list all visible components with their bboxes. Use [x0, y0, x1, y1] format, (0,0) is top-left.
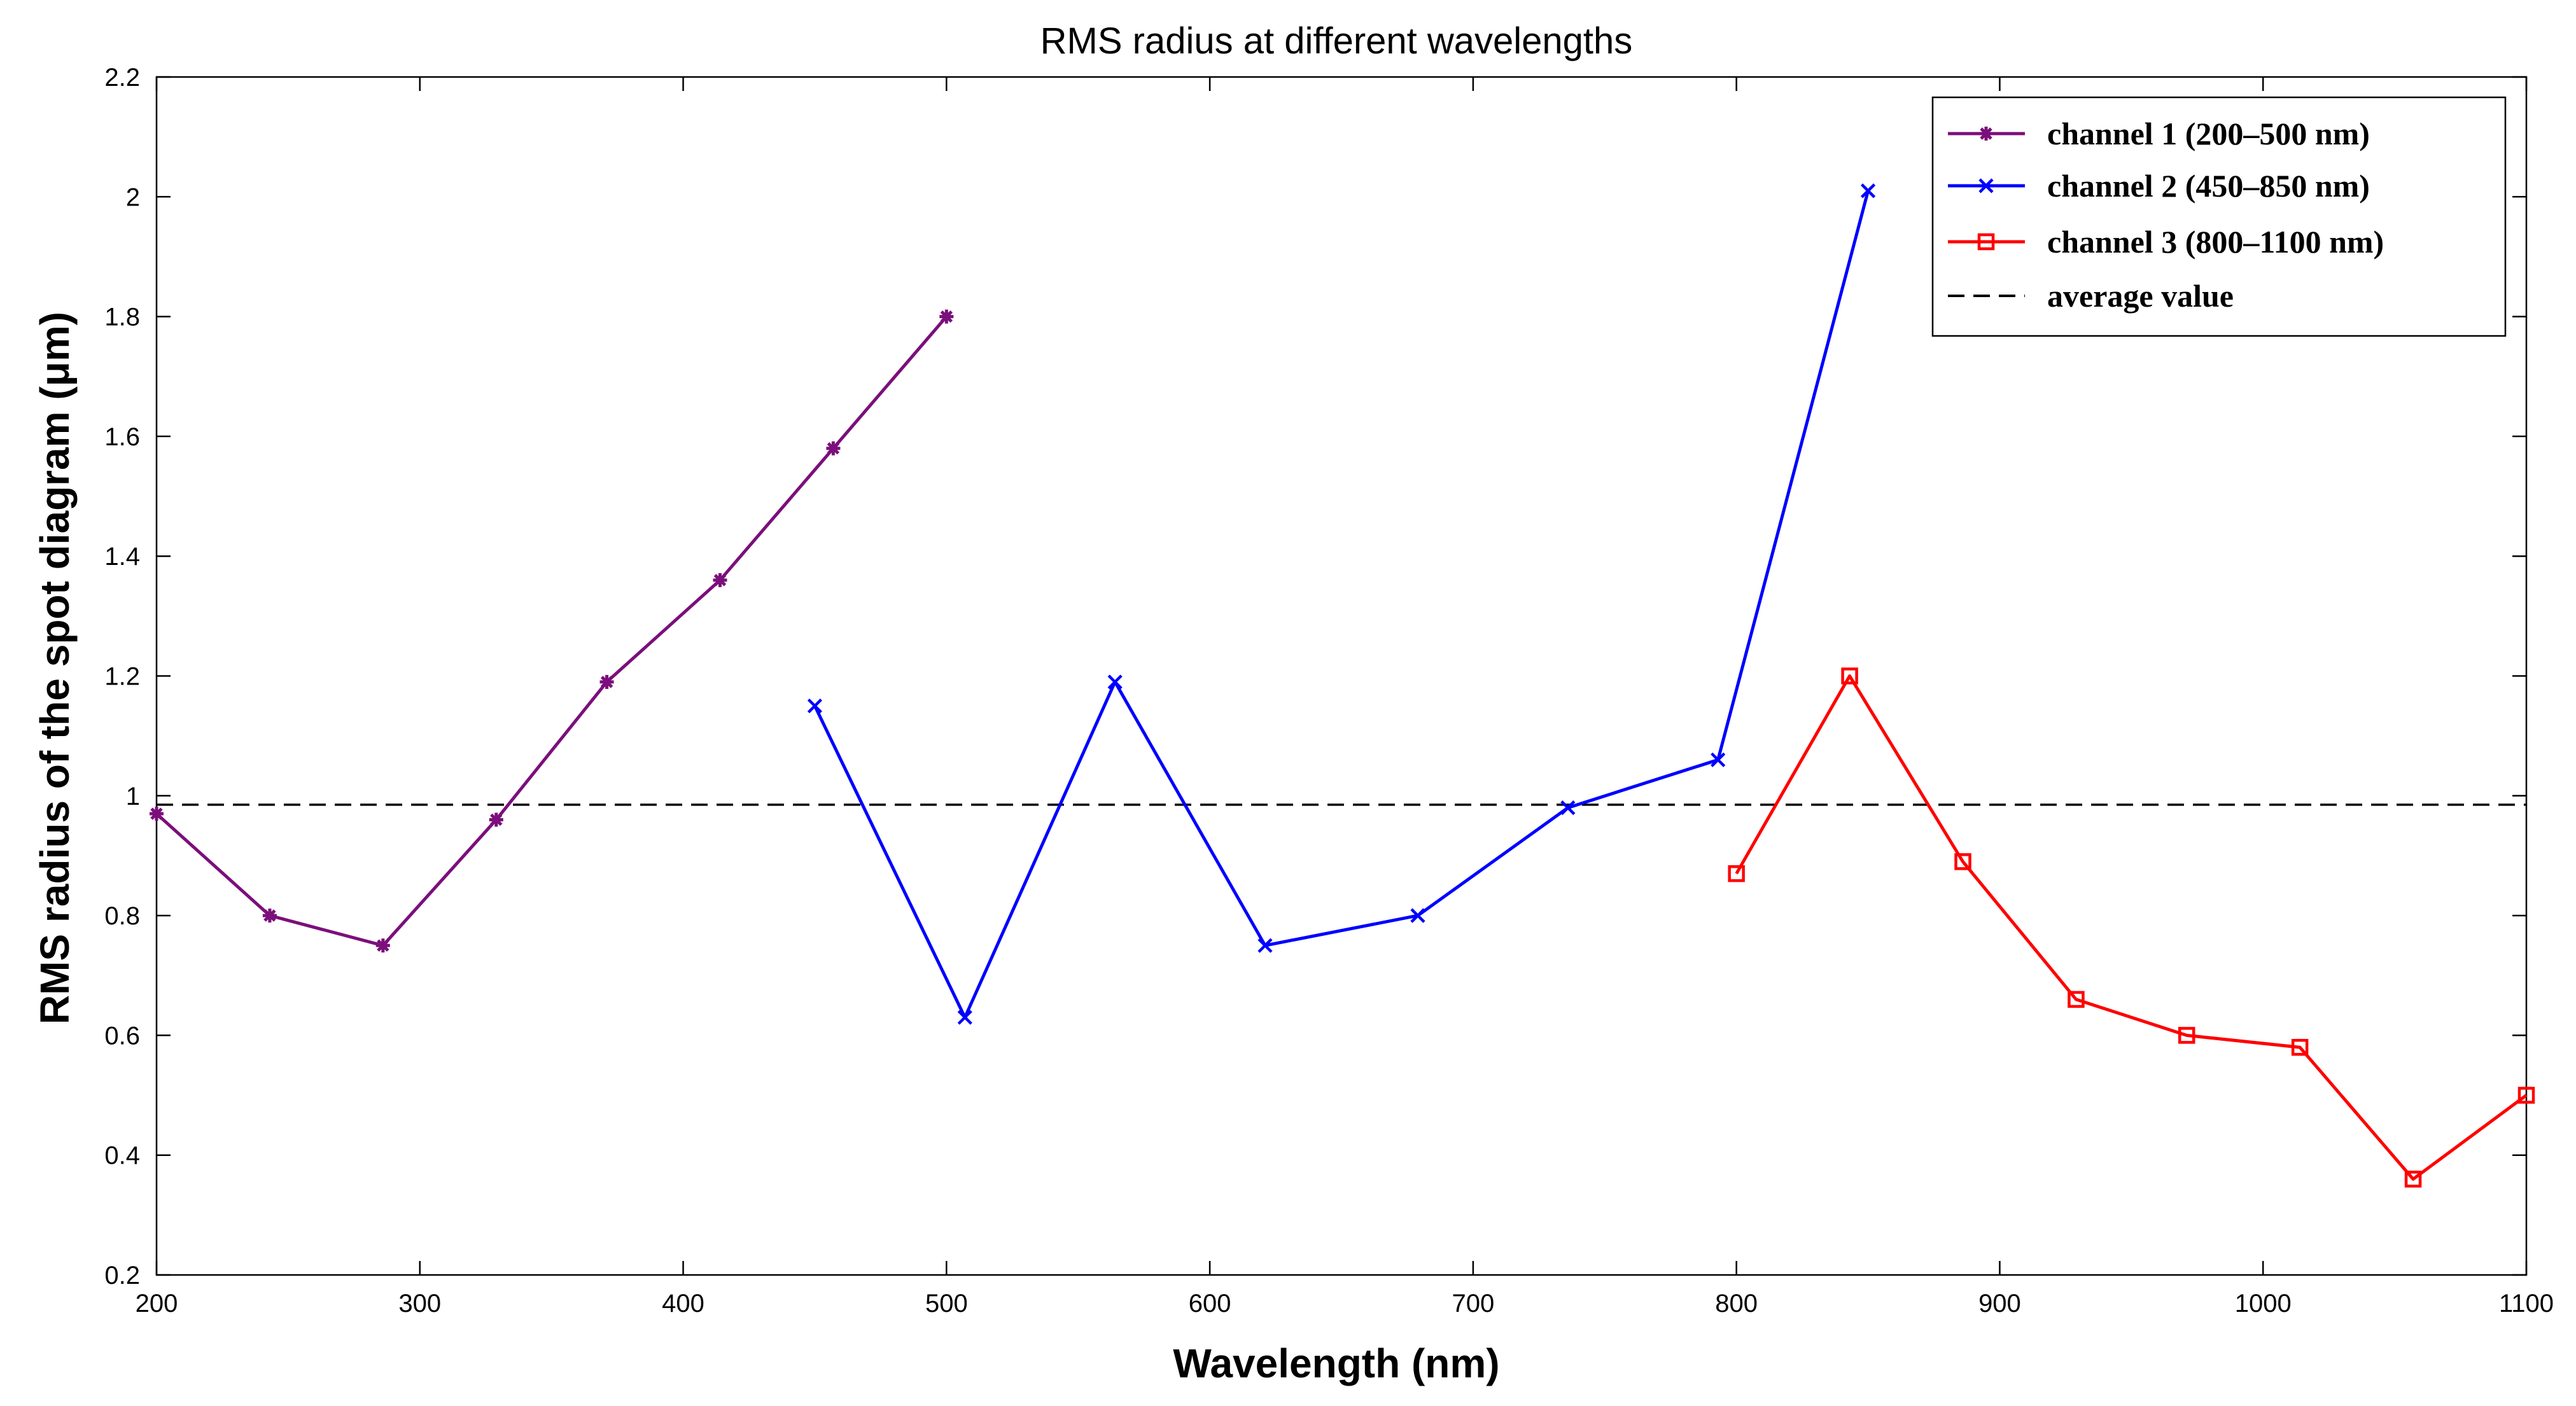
series-1-point [939, 309, 954, 324]
x-tick-label: 800 [1715, 1290, 1758, 1318]
legend-series-1-label: channel 1 (200–500 nm) [2047, 116, 2370, 151]
series-1-point [826, 441, 841, 456]
series-1-line [155, 315, 948, 947]
series-3-point [1841, 667, 1858, 685]
series-3-point [2291, 1038, 2309, 1056]
x-tick-label: 500 [925, 1290, 968, 1318]
series-3-point [2517, 1087, 2535, 1104]
x-tick-label: 600 [1189, 1290, 1231, 1318]
legend-series-2-marker [1978, 178, 1994, 193]
plot-layer: 200 300 400 500 600 700 800 900 1000 1100 0.2 0.4 0.… [104, 64, 2554, 1318]
series-3-line [1735, 674, 2528, 1181]
series-2-point [1107, 674, 1123, 690]
legend-series-2-label: channel 2 (450–850 nm) [2047, 168, 2370, 204]
series-1-point [262, 908, 277, 923]
series-3-point [1728, 865, 1745, 882]
y-tick-label: 0.2 [104, 1262, 140, 1290]
series-3-point [1954, 853, 1971, 870]
x-tick-label: 900 [1978, 1290, 2021, 1318]
legend-series-1-marker [1979, 127, 1993, 141]
x-tick-label: 700 [1452, 1290, 1495, 1318]
y-tick-label: 2.2 [104, 64, 140, 92]
legend: channel 1 (200–500 nm) channel 2 (450–850… [1931, 96, 2507, 337]
legend-average-label: average value [2047, 278, 2234, 314]
series-2-point [1410, 908, 1425, 923]
series-3-point [2068, 991, 2085, 1008]
series-2-point [1711, 752, 1726, 767]
series-2-point [807, 698, 823, 714]
series-2-point [957, 1010, 972, 1025]
x-tick-label: 300 [398, 1290, 441, 1318]
x-tick-label: 1100 [2499, 1290, 2554, 1318]
series-1-point [713, 573, 727, 587]
y-axis-label: RMS radius of the spot diagram (μm) [32, 312, 78, 1024]
y-tick-label: 1.4 [104, 543, 140, 571]
y-tick-label: 0.4 [104, 1142, 140, 1170]
y-tick-label: 0.8 [104, 902, 140, 930]
x-tick-label: 200 [136, 1290, 178, 1318]
x-axis-label: Wavelength (nm) [1173, 1340, 1499, 1386]
x-tick-label: 400 [662, 1290, 704, 1318]
series-3-point [2178, 1027, 2195, 1044]
series-3-point [2404, 1171, 2422, 1188]
x-tick-label: 1000 [2235, 1290, 2292, 1318]
series-1-point [150, 807, 164, 821]
y-tick-label: 1.6 [104, 423, 140, 451]
chart-title: RMS radius at different wavelengths [1040, 20, 1633, 62]
legend-box [1931, 96, 2507, 337]
series-1-point [375, 938, 390, 953]
series-1-point [599, 674, 614, 689]
y-tick-label: 2 [126, 183, 140, 211]
series-2-line [813, 190, 1870, 1019]
series-2-point [1257, 938, 1273, 953]
series-2-point [1860, 183, 1876, 198]
y-tick-label: 0.6 [104, 1022, 140, 1050]
y-tick-label: 1.8 [104, 303, 140, 331]
legend-series-3-label: channel 3 (800–1100 nm) [2047, 224, 2384, 260]
legend-series-3-marker [1977, 233, 1995, 251]
y-tick-label: 1 [126, 783, 140, 811]
y-tick-label: 1.2 [104, 663, 140, 691]
series-1-point [489, 812, 503, 827]
series-2-point [1560, 800, 1576, 816]
